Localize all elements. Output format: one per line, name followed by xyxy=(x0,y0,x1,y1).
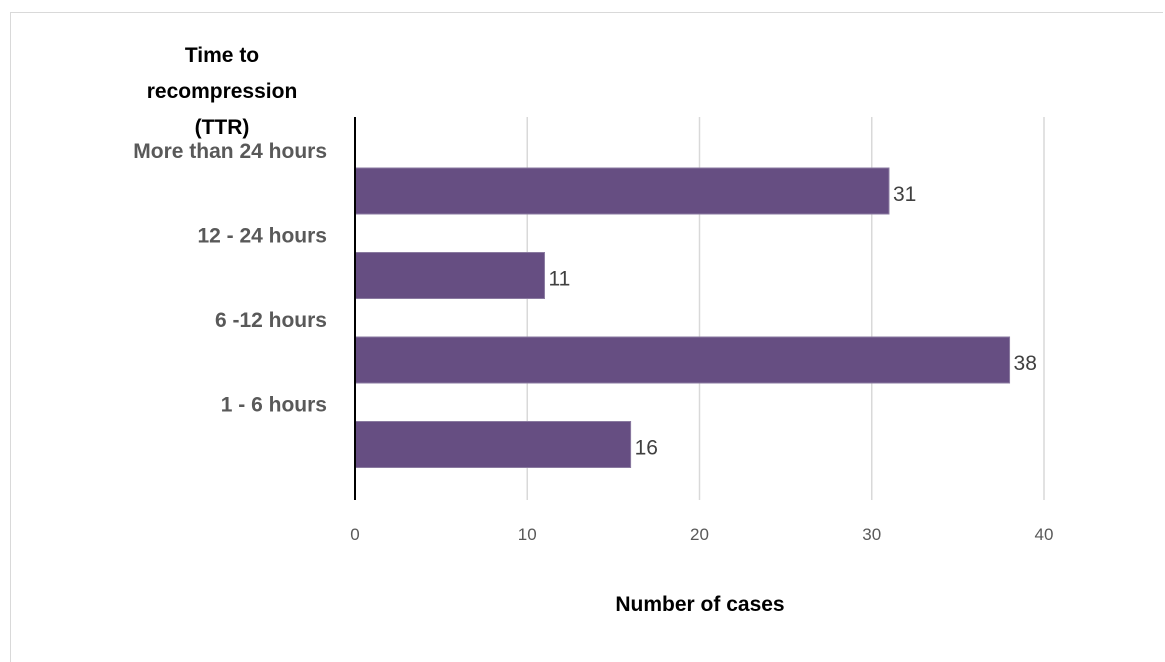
data-label-3: 16 xyxy=(635,437,658,460)
data-label-2: 38 xyxy=(1014,352,1037,375)
x-tick-label-0: 0 xyxy=(350,525,359,544)
chart-frame xyxy=(10,12,1163,662)
x-tick-label-10: 10 xyxy=(518,525,537,544)
category-label-0: More than 24 hours xyxy=(133,140,327,163)
category-label-2: 6 -12 hours xyxy=(215,309,327,332)
bars xyxy=(354,167,1011,468)
bar-1 xyxy=(354,252,545,299)
data-label-1: 11 xyxy=(548,268,570,291)
y-axis-title-line-3: (TTR) xyxy=(195,116,250,139)
bar-2 xyxy=(354,336,1011,384)
category-labels: More than 24 hours 12 - 24 hours 6 -12 hou… xyxy=(133,140,327,417)
data-label-0: 31 xyxy=(893,183,916,206)
y-axis-title-line-2: recompression xyxy=(147,80,298,103)
x-tick-labels: 0 10 20 30 40 xyxy=(350,525,1053,544)
bar-3 xyxy=(354,421,632,468)
x-tick-label-20: 20 xyxy=(690,525,709,544)
y-axis-title-line-1: Time to xyxy=(185,44,259,67)
x-tick-label-30: 30 xyxy=(862,525,881,544)
x-axis-title: Number of cases xyxy=(615,593,784,616)
bar-0 xyxy=(354,167,890,215)
data-labels: 31 11 38 16 xyxy=(548,183,1036,460)
x-tick-label-40: 40 xyxy=(1035,525,1054,544)
category-label-3: 1 - 6 hours xyxy=(221,394,327,417)
category-label-1: 12 - 24 hours xyxy=(197,225,327,248)
